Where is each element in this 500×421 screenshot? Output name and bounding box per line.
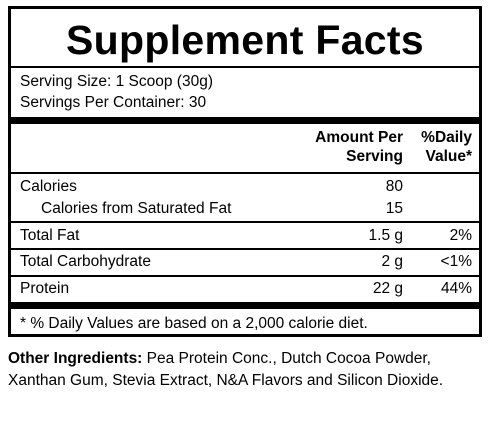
row-amount-calories: 80	[385, 178, 403, 195]
row-amount-protein: 22 g	[372, 280, 403, 297]
divider-row	[11, 248, 479, 250]
row-name-protein: Protein	[20, 280, 70, 297]
divider-row	[11, 275, 479, 277]
divider-header	[11, 172, 479, 174]
panel-title: Supplement Facts	[66, 17, 424, 63]
divider-title	[11, 66, 479, 68]
header-dv-line1: %Daily	[421, 129, 472, 146]
row-name-calories: Calories	[20, 178, 77, 195]
footnote: * % Daily Values are based on a 2,000 ca…	[20, 315, 368, 332]
row-amount-total-carbohydrate: 2 g	[381, 253, 403, 270]
other-ingredients-label: Other Ingredients:	[8, 350, 143, 367]
row-name-calories-sat-fat: Calories from Saturated Fat	[41, 200, 232, 217]
row-amount-total-fat: 1.5 g	[368, 227, 403, 244]
row-dv-total-fat: 2%	[449, 227, 472, 244]
row-amount-calories-sat-fat: 15	[385, 200, 403, 217]
row-dv-total-carbohydrate: <1%	[440, 253, 472, 270]
serving-size: Serving Size: 1 Scoop (30g)	[20, 73, 213, 90]
divider-row	[11, 221, 479, 223]
servings-per-container: Servings Per Container: 30	[20, 94, 207, 111]
other-ingredients-text: Pea Protein Conc., Dutch Cocoa Powder, X…	[8, 350, 444, 389]
row-name-total-carbohydrate: Total Carbohydrate	[20, 253, 151, 270]
row-dv-protein: 44%	[440, 280, 472, 297]
header-dv-line2: Value*	[425, 148, 472, 165]
header-amount-line2: Serving	[346, 148, 403, 165]
divider-thick-top	[11, 117, 479, 124]
other-ingredients: Other Ingredients: Pea Protein Conc., Du…	[8, 348, 478, 392]
row-name-total-fat: Total Fat	[20, 227, 80, 244]
supplement-facts-panel: Supplement Facts Serving Size: 1 Scoop (…	[8, 6, 482, 337]
header-amount-line1: Amount Per	[315, 129, 403, 146]
divider-thick-bottom	[11, 302, 479, 309]
